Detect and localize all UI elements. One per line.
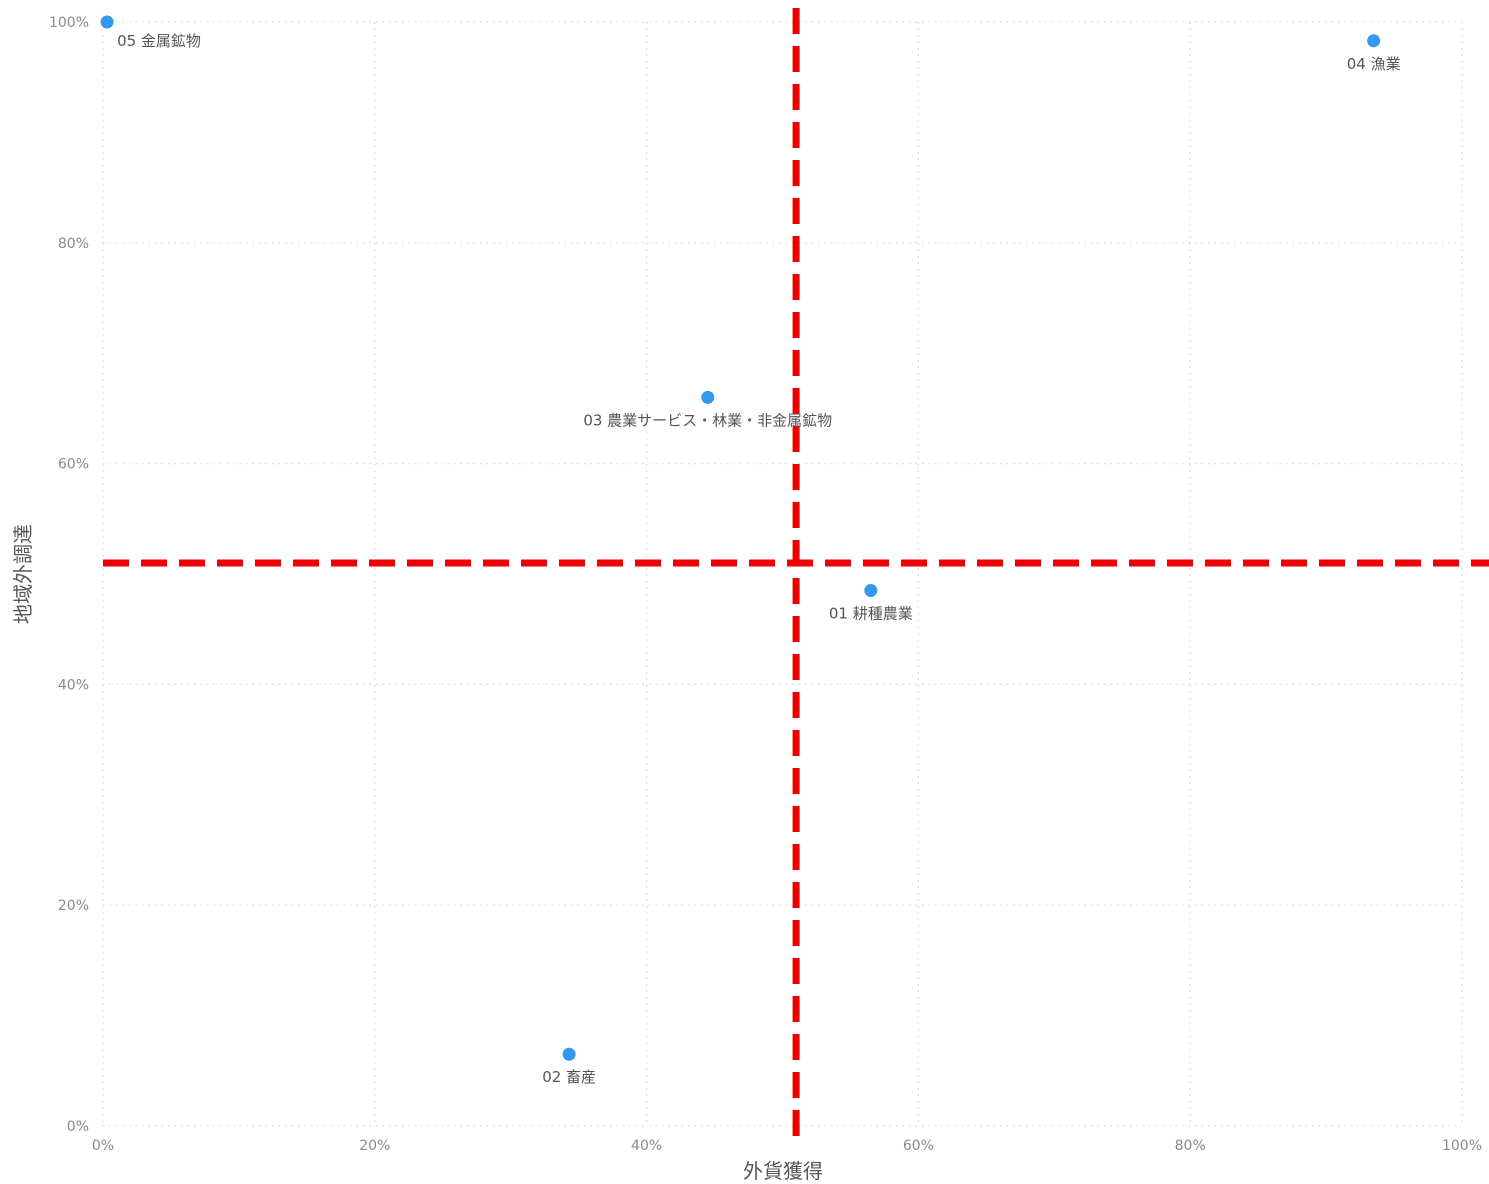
y-axis-title: 地域外調達: [11, 524, 35, 624]
x-tick-label: 80%: [1175, 1138, 1206, 1154]
data-point-label: 04 漁業: [1347, 55, 1401, 73]
y-tick-label: 80%: [58, 236, 89, 252]
point-labels: 05 金属鉱物 04 漁業 03 農業サービス・林業・非金属鉱物 01 耕種農業 02 …: [117, 32, 1401, 1086]
x-tick-label: 20%: [359, 1138, 390, 1154]
data-point: [701, 390, 715, 404]
data-point: [562, 1047, 576, 1061]
grid-layer: [102, 21, 1463, 1127]
data-point: [100, 15, 114, 29]
x-tick-label: 100%: [1442, 1138, 1482, 1154]
y-tick-label: 100%: [49, 15, 89, 31]
data-point-label: 02 畜産: [542, 1068, 596, 1086]
y-tick-label: 60%: [58, 457, 89, 473]
y-tick-label: 40%: [58, 677, 89, 693]
y-tick-label: 0%: [67, 1119, 89, 1135]
data-points: [100, 15, 1381, 1061]
data-point: [1367, 34, 1381, 48]
data-point-label: 03 農業サービス・林業・非金属鉱物: [583, 411, 832, 429]
x-tick-label: 40%: [631, 1138, 662, 1154]
tick-labels: 0% 20% 40% 60% 80% 100% 0% 20% 40% 60% 80% 100%: [49, 15, 1482, 1154]
data-point: [864, 584, 878, 598]
data-point-label: 01 耕種農業: [829, 605, 913, 623]
y-tick-label: 20%: [58, 898, 89, 914]
data-point-label: 05 金属鉱物: [117, 32, 201, 50]
x-tick-label: 60%: [903, 1138, 934, 1154]
x-axis-title: 外貨獲得: [743, 1159, 823, 1183]
x-tick-label: 0%: [92, 1138, 114, 1154]
reference-lines: [103, 8, 1489, 1136]
